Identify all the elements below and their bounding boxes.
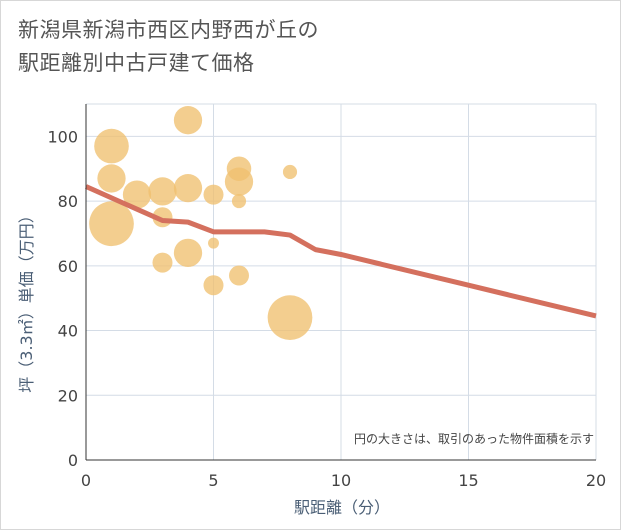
bubble-point [267, 295, 313, 340]
bubbles [89, 106, 313, 340]
bubble-point [208, 237, 219, 249]
y-tick-label: 0 [68, 451, 78, 470]
bubble-point [203, 275, 224, 296]
bubble-point [122, 180, 152, 209]
size-legend-note: 円の大きさは、取引のあった物件面積を示す [354, 431, 594, 446]
bubble-point [89, 201, 134, 247]
x-tick-label: 10 [331, 471, 351, 490]
x-tick-label: 15 [458, 471, 478, 490]
bubble-point [224, 167, 254, 196]
y-tick-label: 20 [58, 386, 78, 405]
bubble-point [94, 128, 129, 164]
grid-lines [86, 103, 597, 460]
y-tick-label: 100 [47, 127, 78, 146]
bubble-point [282, 164, 298, 180]
y-tick-label: 60 [58, 257, 78, 276]
bubble-point [173, 238, 203, 268]
bubble-point [173, 106, 203, 135]
x-tick-label: 0 [81, 471, 91, 490]
x-axis-label: 駅距離（分） [294, 498, 390, 517]
bubble-point [148, 177, 177, 206]
bubble-point [152, 252, 173, 273]
y-tick-label: 40 [58, 322, 78, 341]
x-tick-label: 5 [208, 471, 218, 490]
y-tick-label: 80 [58, 192, 78, 211]
axes: 0 20 40 60 80 100 0 5 10 15 20 [47, 104, 606, 490]
bubble-point [231, 194, 247, 209]
bubble-point [229, 265, 249, 286]
y-axis-label: 坪（3.3㎡）単価（万円） [17, 207, 36, 392]
average-price-line [84, 184, 597, 319]
bubble-point [173, 174, 203, 203]
x-tick-label: 20 [586, 471, 606, 490]
chart-title: 新潟県新潟市西区内野西が丘の 駅距離別中古戸建て価格 [18, 14, 319, 80]
bubble-point [203, 184, 224, 205]
title-line-2: 駅距離別中古戸建て価格 [18, 51, 255, 75]
title-line-1: 新潟県新潟市西区内野西が丘の [18, 18, 319, 42]
bubble-point [97, 164, 126, 193]
trend-line [84, 184, 597, 319]
